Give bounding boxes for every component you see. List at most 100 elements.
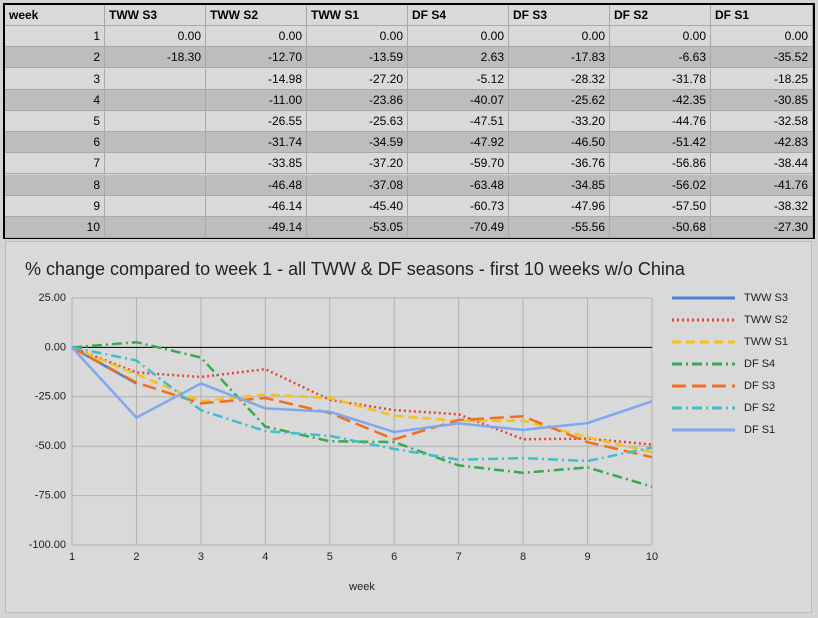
table-cell: -56.86 [610,153,711,175]
table-cell: -57.50 [610,195,711,217]
table-cell: -27.30 [711,217,813,238]
table-cell: 0.00 [105,26,206,48]
chart-background [5,241,812,613]
table-cell: -23.86 [307,89,408,111]
table-cell: -47.92 [408,132,509,154]
series-line [71,346,653,446]
table-cell [105,68,206,90]
table-cell: -37.08 [307,174,408,196]
table-cell [105,89,206,111]
x-tick-label: 2 [133,551,139,563]
table-cell: 5 [5,111,105,132]
y-tick-label: -25.00 [35,391,66,403]
table-cell: -26.55 [206,111,307,132]
table-cell: -35.52 [711,47,813,69]
table-cell: -36.76 [509,153,610,175]
table-cell: -38.44 [711,153,813,175]
y-tick-label: 25.00 [38,292,66,304]
table-cell: -11.00 [206,89,307,111]
table-cell: -50.68 [610,217,711,238]
y-tick-label: -75.00 [35,490,66,502]
table-cell: -56.02 [610,174,711,196]
data-table: week TWW S3 TWW S2 TWW S1 DF S4 DF S3 DF S2 DF … [3,3,815,239]
x-tick-label: 9 [584,551,590,563]
series-line [71,346,653,463]
table-cell: -40.07 [408,89,509,111]
series-line [71,346,653,459]
table-cell: -49.14 [206,217,307,238]
chart-title: % change compared to week 1 - all TWW & … [25,259,686,279]
table-cell: -41.76 [711,174,813,196]
table-cell: 0.00 [408,26,509,48]
x-tick-label: 8 [520,551,526,563]
table-cell: -46.50 [509,132,610,154]
table-cell: -33.85 [206,153,307,175]
series-line [71,340,653,488]
table-cell [105,111,206,132]
table-cell: -38.32 [711,195,813,217]
series-line [71,346,653,434]
table-cell: 0.00 [206,26,307,48]
x-axis-label: week [348,581,375,593]
table-cell [105,132,206,154]
table-cell: -12.70 [206,47,307,69]
table-cell: -42.35 [610,89,711,111]
table-cell: -31.74 [206,132,307,154]
table-cell: 2.63 [408,47,509,69]
table-cell: -34.85 [509,174,610,196]
table-cell: -25.63 [307,111,408,132]
table-cell: TWW S1 [307,5,408,26]
table-cell: -14.98 [206,68,307,90]
table-cell: DF S2 [610,5,711,26]
table-cell: 0.00 [307,26,408,48]
table-cell: 1 [5,26,105,48]
table-cell [105,195,206,217]
table-cell: -46.48 [206,174,307,196]
table-cell: 4 [5,89,105,111]
table-cell: -44.76 [610,111,711,132]
table-cell: -28.32 [509,68,610,90]
table-cell: TWW S3 [105,5,206,26]
x-tick-label: 4 [262,551,268,563]
x-tick-label: 5 [327,551,333,563]
table-cell: -18.30 [105,47,206,69]
table-cell: DF S1 [711,5,813,26]
table-cell: -37.20 [307,153,408,175]
table-cell: 2 [5,47,105,69]
legend-label: DF S3 [744,380,775,392]
table-cell: week [5,5,105,26]
x-tick-label: 1 [69,551,75,563]
table-cell: -59.70 [408,153,509,175]
table-cell: -17.83 [509,47,610,69]
x-tick-label: 6 [391,551,397,563]
table-cell [105,153,206,175]
table-cell: -31.78 [610,68,711,90]
table-cell: 0.00 [711,26,813,48]
table-cell: DF S4 [408,5,509,26]
legend-label: DF S4 [744,358,775,370]
y-tick-label: 0.00 [45,341,66,353]
table-cell: DF S3 [509,5,610,26]
table-cell: -51.42 [610,132,711,154]
x-tick-label: 3 [198,551,204,563]
table-cell: -33.20 [509,111,610,132]
table-cell: -63.48 [408,174,509,196]
table-cell: -30.85 [711,89,813,111]
table-cell: -47.96 [509,195,610,217]
legend-label: TWW S2 [744,314,788,326]
table-cell: -13.59 [307,47,408,69]
table-cell: 3 [5,68,105,90]
table-cell: 0.00 [509,26,610,48]
table-cell: -60.73 [408,195,509,217]
y-tick-label: -100.00 [29,539,66,551]
table-cell: -18.25 [711,68,813,90]
table-cell: -27.20 [307,68,408,90]
x-tick-label: 7 [456,551,462,563]
table-cell: 0.00 [610,26,711,48]
table-cell: -25.62 [509,89,610,111]
table-cell: -42.83 [711,132,813,154]
table-cell: 6 [5,132,105,154]
table-cell: -55.56 [509,217,610,238]
table-cell [105,217,206,238]
